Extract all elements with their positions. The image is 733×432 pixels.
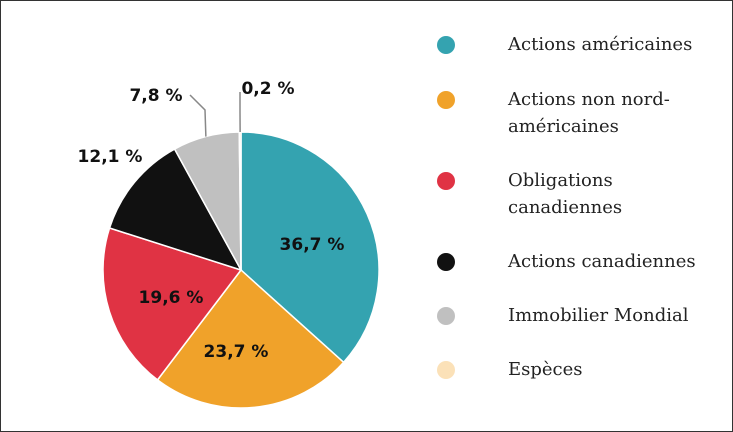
data-label: 19,6 % bbox=[139, 288, 204, 308]
legend-label: Actions américaines bbox=[508, 34, 693, 55]
legend-marker bbox=[437, 361, 455, 379]
data-label: 23,7 % bbox=[204, 342, 269, 362]
legend-label: Actions canadiennes bbox=[508, 251, 696, 272]
legend-label: Espèces bbox=[508, 359, 583, 380]
legend-label: Immobilier Mondial bbox=[508, 305, 689, 326]
data-label: 36,7 % bbox=[280, 235, 345, 255]
legend-marker bbox=[437, 91, 455, 109]
pie-slice bbox=[238, 131, 242, 271]
data-label: 12,1 % bbox=[78, 147, 143, 167]
leader-line bbox=[189, 94, 207, 137]
pie-slice bbox=[108, 148, 243, 272]
legend-marker bbox=[437, 172, 455, 190]
data-label: 7,8 % bbox=[129, 86, 182, 106]
legend-label: Actions non nord-américaines bbox=[508, 89, 670, 137]
pie-slice bbox=[102, 227, 243, 381]
legend-label: Obligations canadiennes bbox=[508, 170, 623, 218]
legend-marker bbox=[437, 36, 455, 54]
legend-marker bbox=[437, 307, 455, 325]
pie-slice bbox=[156, 268, 345, 409]
data-label: 0,2 % bbox=[241, 79, 294, 99]
pie-slice bbox=[240, 131, 380, 364]
legend-marker bbox=[437, 253, 455, 271]
